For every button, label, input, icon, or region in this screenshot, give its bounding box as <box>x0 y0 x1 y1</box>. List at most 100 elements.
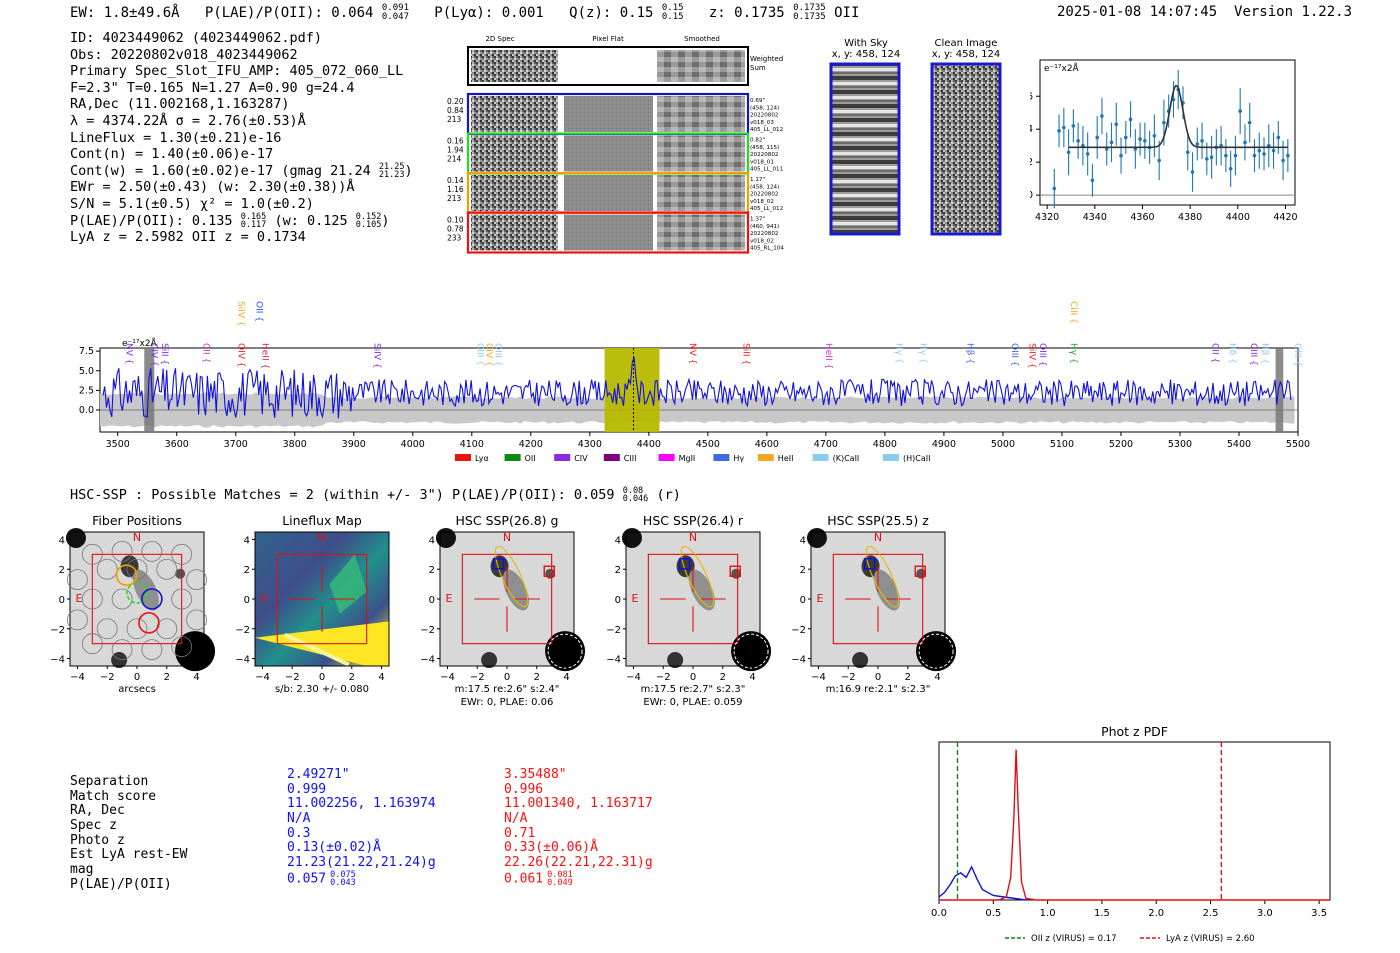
panel-ytick-label: −4 <box>50 655 65 666</box>
spectrum-line-label: SiIV { <box>1027 343 1037 369</box>
cutout-row-stat: 233 <box>447 234 462 243</box>
bright-source <box>916 631 957 672</box>
info-plae-row: P(LAE)/P(OII): 0.135 0.165 0.117 (w: 0.1… <box>70 211 390 230</box>
spectrum-xtick-label: 5100 <box>1050 439 1074 450</box>
panel-xtick-label: −4 <box>626 672 641 683</box>
header-z-hi: 0.1735 <box>793 3 826 13</box>
panel-caption: s/b: 2.30 +/- 0.080 <box>275 684 369 695</box>
cutout-row-stat: 1.16 <box>447 185 464 194</box>
table-label: Spec z <box>70 818 117 834</box>
spectrum-line-label: HeII { <box>259 343 269 369</box>
spectrum-line-label: OIII { <box>1009 343 1019 367</box>
panel-ytick-label: −2 <box>791 625 806 636</box>
hsc-band: (r) <box>656 487 681 503</box>
spectrum-xtick-label: 3500 <box>106 439 130 450</box>
north-marker: N <box>689 531 697 544</box>
zoom-datapoint <box>1276 135 1281 140</box>
zoom-datapoint <box>1062 125 1066 130</box>
selected-fiber <box>141 588 163 610</box>
search-box <box>647 553 739 645</box>
header-plae: P(LAE)/P(OII): 0.064 <box>204 5 374 21</box>
photz-legend-lya: LyA z (VIRUS) = 2.60 <box>1166 934 1255 944</box>
east-marker: E <box>445 592 452 605</box>
zoom-datapoint <box>1162 120 1166 125</box>
cutout-smoothed <box>657 175 745 211</box>
legend-label: CIV <box>574 454 588 463</box>
legend-swatch <box>713 454 730 461</box>
zoom-ytick-label: 2 <box>1030 157 1033 168</box>
cutout-row-meta: v018_03 <box>750 120 774 126</box>
table-cell: N/A <box>287 811 311 827</box>
panel-ytick-label: 4 <box>800 535 806 546</box>
panel-xtick-label: −4 <box>70 672 85 683</box>
panel-ytick-label: 2 <box>244 565 250 576</box>
table-value-red: 0.33(±0.06)Å <box>504 841 653 856</box>
table-cell: 11.002256, 1.163974 <box>287 796 436 812</box>
spectrum-line-label: NV { <box>687 343 697 364</box>
table-value-red: N/A <box>504 811 653 827</box>
match-table-blue: 2.49271" 0.999 11.002256, 1.163974 N/A 0.3 0.… <box>287 767 436 888</box>
spectrum-line-label: Hγ { <box>1068 343 1078 364</box>
panel-xtick-label: −4 <box>811 672 826 683</box>
info-lineflux: LineFlux = 1.30(±0.21)e-16 <box>70 129 282 146</box>
cutout-col-smoothed: Smoothed <box>684 35 720 43</box>
with-sky-title: With Sky <box>844 38 888 49</box>
spectrum-line-label: CIII { <box>1248 343 1258 366</box>
panel-xtick-label: 2 <box>349 672 355 683</box>
panel-title: Fiber Positions <box>92 513 182 528</box>
panel-caption-2: EWr: 0, PLAE: 0.059 <box>643 697 742 708</box>
lower-source <box>852 652 869 669</box>
spectrum-xtick-label: 4800 <box>873 439 897 450</box>
selected-fiber <box>126 582 148 604</box>
zoom-datapoint <box>1123 135 1128 140</box>
panel-ytick-label: 0 <box>429 595 435 606</box>
panel-xtick-label: 4 <box>563 672 569 683</box>
panel-xtick-label: 2 <box>164 672 170 683</box>
fiber-cutouts: 2D Spec Pixel Flat Smoothed Weighted Sum… <box>447 35 784 254</box>
zoom-datapoint <box>1224 153 1228 158</box>
info-plae-hi: 0.165 <box>240 211 267 222</box>
header-ew: EW: 1.8±49.6Å <box>70 5 180 21</box>
hsc-hi: 0.08 <box>622 486 644 496</box>
zoom-datapoint <box>1095 135 1099 140</box>
spectrum-line-label: CIII { <box>1068 301 1078 324</box>
with-sky-image <box>829 62 901 236</box>
panel-title: HSC SSP(25.5) z <box>827 513 929 528</box>
info-sn: S/N = 5.1(±0.5) χ² = 1.0(±0.2) <box>70 195 314 212</box>
spectrum-xtick-label: 3600 <box>165 439 189 450</box>
info-plae-w-lo: 0.105 <box>355 219 382 230</box>
table-value-red: 22.26(22.21,22.31)g <box>504 855 653 871</box>
cutout-2dspec <box>471 96 558 132</box>
table-bound-hi: 0.075 <box>330 869 356 880</box>
zoom-datapoint <box>1076 138 1080 143</box>
panel-ytick-label: −4 <box>606 655 621 666</box>
masked-aperture <box>918 633 954 669</box>
spectrum-xtick-label: 4700 <box>814 439 838 450</box>
fiber-circle <box>81 633 103 655</box>
zoom-datapoint <box>1109 140 1114 145</box>
match-box-blue <box>678 558 691 570</box>
weighted-2dspec <box>471 50 558 82</box>
info-plae-bounds: 0.165 0.117 <box>240 211 267 229</box>
cutout-row-meta: 405_LL_011 <box>750 167 784 173</box>
table-bounds: 0.075 0.043 <box>330 869 356 888</box>
corner-source <box>435 527 456 548</box>
header-plae-bounds: 0.091 0.047 <box>382 4 409 22</box>
spectrum-ytick-label: 2.5 <box>79 385 94 396</box>
zoom-ytick-label: 0 <box>1030 190 1033 201</box>
zoom-xtick-label: 4420 <box>1273 212 1297 223</box>
spectrum-xtick-label: 4300 <box>578 439 602 450</box>
photz-red-curve <box>939 749 1330 901</box>
clean-image <box>930 62 1002 236</box>
zoom-datapoint <box>1281 158 1285 163</box>
cutout-2dspec <box>471 175 558 211</box>
cutout-row-stat: 213 <box>447 115 462 124</box>
spectrum-line-label: CII { <box>200 343 210 363</box>
panel-ytick-label: −4 <box>420 655 435 666</box>
zoom-datapoint <box>1205 157 1209 161</box>
zoom-datapoint <box>1090 178 1095 183</box>
table-label: Separation <box>70 774 149 789</box>
panel-xtick-label: 2 <box>905 672 911 683</box>
